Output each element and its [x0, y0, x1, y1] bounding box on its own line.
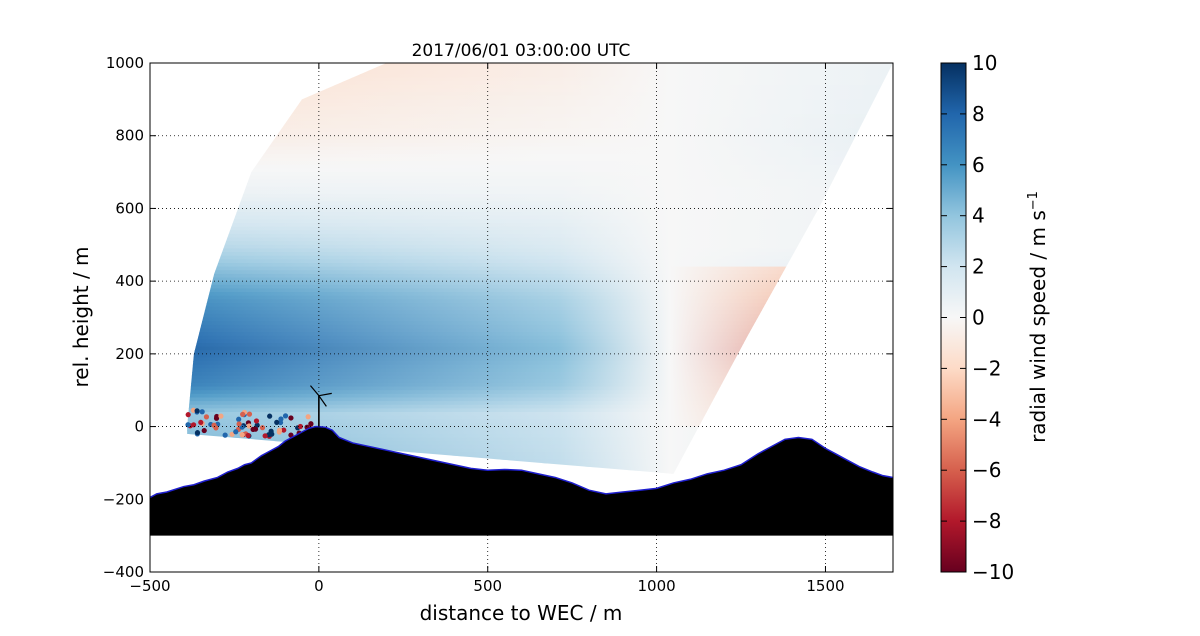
scatter-point: [201, 427, 207, 434]
x-axis: −500 0 500 1000 1500: [129, 63, 845, 595]
wec-blade: [318, 392, 332, 397]
chart-title: 2017/06/01 03:00:00 UTC: [412, 41, 631, 61]
scatter-point: [194, 430, 201, 436]
scatter-point: [214, 413, 220, 420]
plot-frame: [149, 62, 894, 573]
plot-area: [150, 63, 893, 572]
scatter-point: [245, 432, 251, 439]
y-tick-label: −200: [103, 490, 144, 508]
scatter-point: [191, 422, 197, 428]
x-tick-label: 500: [473, 577, 502, 595]
scatter-point: [276, 427, 283, 433]
colorbar-tick-label: −8: [972, 509, 1001, 533]
terrain-fill: [150, 426, 893, 536]
scatter-point: [239, 432, 245, 438]
y-axis: −400 −200 0 200 400 600 800 1000: [103, 54, 893, 581]
scatter-point: [203, 414, 210, 420]
scatter-point: [246, 423, 252, 429]
wec-blade: [309, 385, 320, 397]
colorbar-ticks: 10 8 6 4 2 0 −2 −4 −6 −8 −10: [941, 51, 1014, 584]
colorbar-tick-label: 4: [972, 204, 985, 228]
scatter-point: [198, 419, 204, 426]
wind-field: [187, 63, 893, 474]
colorbar-tick-label: 10: [972, 51, 997, 75]
scatter-point: [233, 429, 239, 435]
y-tick-label: 800: [115, 127, 144, 145]
colorbar-label: radial wind speed / m s−1: [1026, 191, 1050, 443]
colorbar-label-superscript: −1: [1026, 191, 1041, 210]
scatter-point: [185, 412, 191, 418]
colorbar-tick-label: −4: [972, 407, 1001, 431]
scatter-point: [267, 413, 273, 419]
scatter-point: [229, 431, 235, 437]
colorbar-tick-label: 0: [972, 306, 985, 330]
scatter-point: [282, 413, 289, 419]
scatter-point: [185, 422, 191, 428]
y-tick-label: 1000: [106, 54, 144, 72]
wind-turbine: [309, 385, 332, 427]
terrain-outline: [150, 425, 893, 499]
x-tick-label: 1000: [637, 577, 675, 595]
x-tick-label: −500: [129, 577, 170, 595]
y-tick-label: 400: [115, 272, 144, 290]
scatter-point: [218, 413, 224, 419]
y-tick-label: 600: [115, 199, 144, 217]
y-axis-label: rel. height / m: [69, 246, 93, 387]
scatter-point: [250, 426, 256, 432]
colorbar-tick-label: 8: [972, 102, 985, 126]
colorbar-tick-label: −10: [972, 560, 1014, 584]
scatter-point: [288, 415, 294, 421]
x-axis-label: distance to WEC / m: [420, 601, 623, 625]
scatter-point: [236, 416, 242, 422]
x-tick-label: 1500: [806, 577, 844, 595]
scatter-point: [194, 408, 200, 414]
colorbar: 10 8 6 4 2 0 −2 −4 −6 −8 −10 radial wind speed / m…: [940, 51, 1050, 584]
colorbar-tick-label: 6: [972, 153, 985, 177]
scatter-point: [222, 432, 228, 438]
scatter-point: [253, 418, 260, 424]
scatter-point: [278, 416, 284, 422]
scatter-point: [305, 414, 311, 420]
scatter-point: [236, 421, 242, 427]
scatter-point: [213, 425, 219, 431]
scatter-point: [199, 409, 205, 415]
x-tick-label: 0: [314, 577, 324, 595]
scatter-point: [269, 431, 275, 437]
scatter-point: [262, 433, 268, 439]
scatter-point: [281, 427, 287, 433]
scatter-point: [274, 419, 280, 425]
scatter-point: [297, 423, 303, 430]
wec-blade: [318, 395, 327, 407]
scatter-point: [259, 425, 266, 431]
colorbar-tick-label: −6: [972, 458, 1001, 482]
y-tick-label: 0: [134, 418, 144, 436]
y-tick-label: 200: [115, 345, 144, 363]
y-tick-label: −400: [103, 563, 144, 581]
scatter-point: [240, 411, 246, 417]
scatter-point: [246, 411, 253, 417]
terrain: [150, 425, 893, 536]
colorbar-tick-label: −2: [972, 356, 1001, 380]
colorbar-tick-label: 2: [972, 255, 985, 279]
scatter-point: [308, 421, 314, 427]
